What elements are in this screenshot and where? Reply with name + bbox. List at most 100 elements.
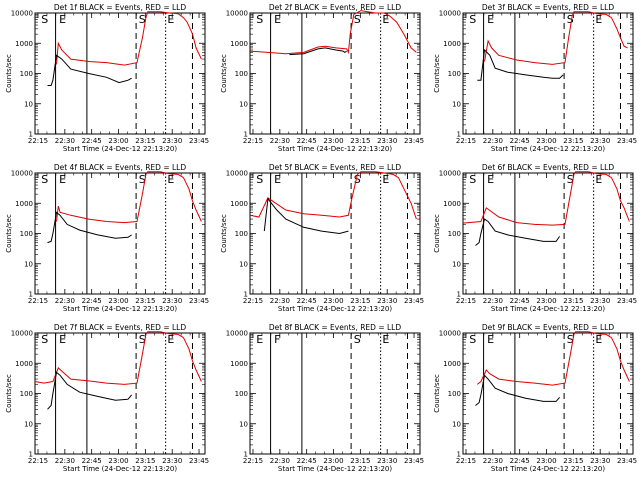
y-tick-label: 100 — [235, 390, 248, 398]
y-axis-label: Counts/sec — [5, 214, 13, 253]
panel-8: Det 8f BLACK = Events, RED = LLD 1 10 100 10… — [226, 323, 424, 473]
x-tick-label: 23:30 — [590, 297, 610, 305]
events-series-black — [475, 218, 561, 246]
y-tick-label: 10 — [24, 260, 33, 268]
x-tick-label: 23:45 — [189, 137, 209, 145]
x-tick-label: 23:00 — [108, 297, 128, 305]
event-marker-label: E — [487, 13, 494, 26]
event-marker-label: E — [167, 13, 174, 26]
y-axis-label: Counts/sec — [5, 374, 13, 413]
plot-frame — [249, 332, 421, 455]
panel-6: Det 6f BLACK = Events, RED = LLD 1 10 100 10… — [433, 163, 637, 313]
plot-frame — [249, 172, 421, 295]
event-marker-label: F — [274, 333, 280, 346]
x-tick-label: 23:00 — [108, 457, 128, 465]
x-tick-label: 23:30 — [590, 137, 610, 145]
x-tick-label: 22:30 — [483, 457, 503, 465]
x-tick-label: 23:15 — [563, 457, 583, 465]
event-marker-label: S — [469, 173, 476, 186]
events-series-black — [47, 211, 132, 244]
event-marker-label: E — [59, 333, 66, 346]
y-tick-label: 1000 — [443, 40, 461, 48]
y-tick-label: 1000 — [230, 360, 248, 368]
x-tick-label: 22:45 — [510, 297, 530, 305]
event-marker-label: S — [256, 13, 263, 26]
event-marker-label: S — [41, 173, 48, 186]
x-tick-label: 23:45 — [617, 137, 637, 145]
x-tick-label: 22:30 — [270, 297, 290, 305]
x-tick-label: 23:00 — [536, 457, 556, 465]
x-tick-label: 22:30 — [483, 137, 503, 145]
event-marker-label: E — [595, 333, 602, 346]
x-tick-label: 22:45 — [82, 457, 102, 465]
y-tick-label: 1000 — [15, 40, 33, 48]
event-marker-label: S — [139, 333, 146, 346]
x-tick-label: 23:45 — [189, 297, 209, 305]
y-tick-label: 1 — [244, 291, 248, 299]
y-tick-label: 1 — [244, 131, 248, 139]
event-marker-label: S — [567, 13, 574, 26]
y-tick-label: 1 — [29, 131, 33, 139]
x-axis-label: Start Time (24-Dec-12 22:13:20) — [491, 305, 605, 313]
y-tick-label: 1 — [457, 451, 461, 459]
x-axis-label: Start Time (24-Dec-12 22:13:20) — [278, 145, 392, 153]
x-tick-label: 23:45 — [617, 457, 637, 465]
event-marker-label: E — [59, 13, 66, 26]
x-tick-label: 22:15 — [456, 297, 476, 305]
x-tick-label: 22:15 — [456, 457, 476, 465]
x-tick-label: 23:30 — [162, 457, 182, 465]
x-tick-label: 22:45 — [510, 137, 530, 145]
y-tick-label: 10 — [452, 260, 461, 268]
panel-title: Det 6f BLACK = Events, RED = LLD — [482, 163, 615, 172]
x-tick-label: 23:45 — [404, 457, 424, 465]
y-axis-label: Counts/sec — [220, 54, 228, 93]
x-tick-label: 23:45 — [404, 137, 424, 145]
y-tick-label: 100 — [235, 230, 248, 238]
y-tick-label: 1000 — [443, 200, 461, 208]
panel-3: Det 3f BLACK = Events, RED = LLD 1 10 100 10… — [433, 3, 637, 153]
y-tick-label: 1000 — [443, 360, 461, 368]
event-marker-label: E — [256, 333, 263, 346]
event-marker-label: S — [41, 13, 48, 26]
x-tick-label: 22:15 — [243, 137, 263, 145]
y-tick-label: 1000 — [15, 360, 33, 368]
x-tick-label: 22:45 — [82, 297, 102, 305]
y-tick-label: 100 — [20, 230, 33, 238]
x-tick-label: 23:30 — [377, 137, 397, 145]
event-marker-label: E — [167, 173, 174, 186]
x-tick-label: 23:30 — [590, 457, 610, 465]
lld-series-red — [56, 11, 202, 66]
y-tick-label: 1000 — [230, 40, 248, 48]
y-tick-label: 10 — [239, 420, 248, 428]
y-tick-label: 10 — [239, 260, 248, 268]
x-axis-label: Start Time (24-Dec-12 22:13:20) — [63, 465, 177, 473]
y-tick-label: 100 — [448, 230, 461, 238]
event-marker-label: S — [354, 13, 361, 26]
x-tick-label: 23:15 — [135, 137, 155, 145]
x-axis-label: Start Time (24-Dec-12 22:13:20) — [491, 465, 605, 473]
event-marker-label: S — [469, 333, 476, 346]
x-tick-label: 22:30 — [55, 297, 75, 305]
y-tick-label: 10000 — [226, 330, 248, 338]
y-tick-label: 10000 — [439, 170, 461, 178]
x-tick-label: 23:30 — [162, 137, 182, 145]
x-tick-label: 22:15 — [28, 297, 48, 305]
x-tick-label: 23:45 — [189, 457, 209, 465]
plot-frame — [34, 12, 206, 135]
event-marker-label: E — [59, 173, 66, 186]
y-tick-label: 10000 — [226, 170, 248, 178]
lld-series-red — [462, 171, 630, 226]
lld-series-red — [476, 331, 630, 386]
x-tick-label: 23:00 — [323, 297, 343, 305]
event-marker-label: E — [274, 13, 281, 26]
x-tick-label: 23:15 — [350, 137, 370, 145]
x-tick-label: 23:00 — [536, 137, 556, 145]
plot-frame — [462, 172, 634, 295]
y-axis-label: Counts/sec — [433, 54, 441, 93]
event-marker-label: S — [567, 333, 574, 346]
event-marker-label: S — [469, 13, 476, 26]
event-marker-label: S — [139, 13, 146, 26]
event-marker-label: E — [595, 13, 602, 26]
event-marker-label: E — [274, 173, 281, 186]
